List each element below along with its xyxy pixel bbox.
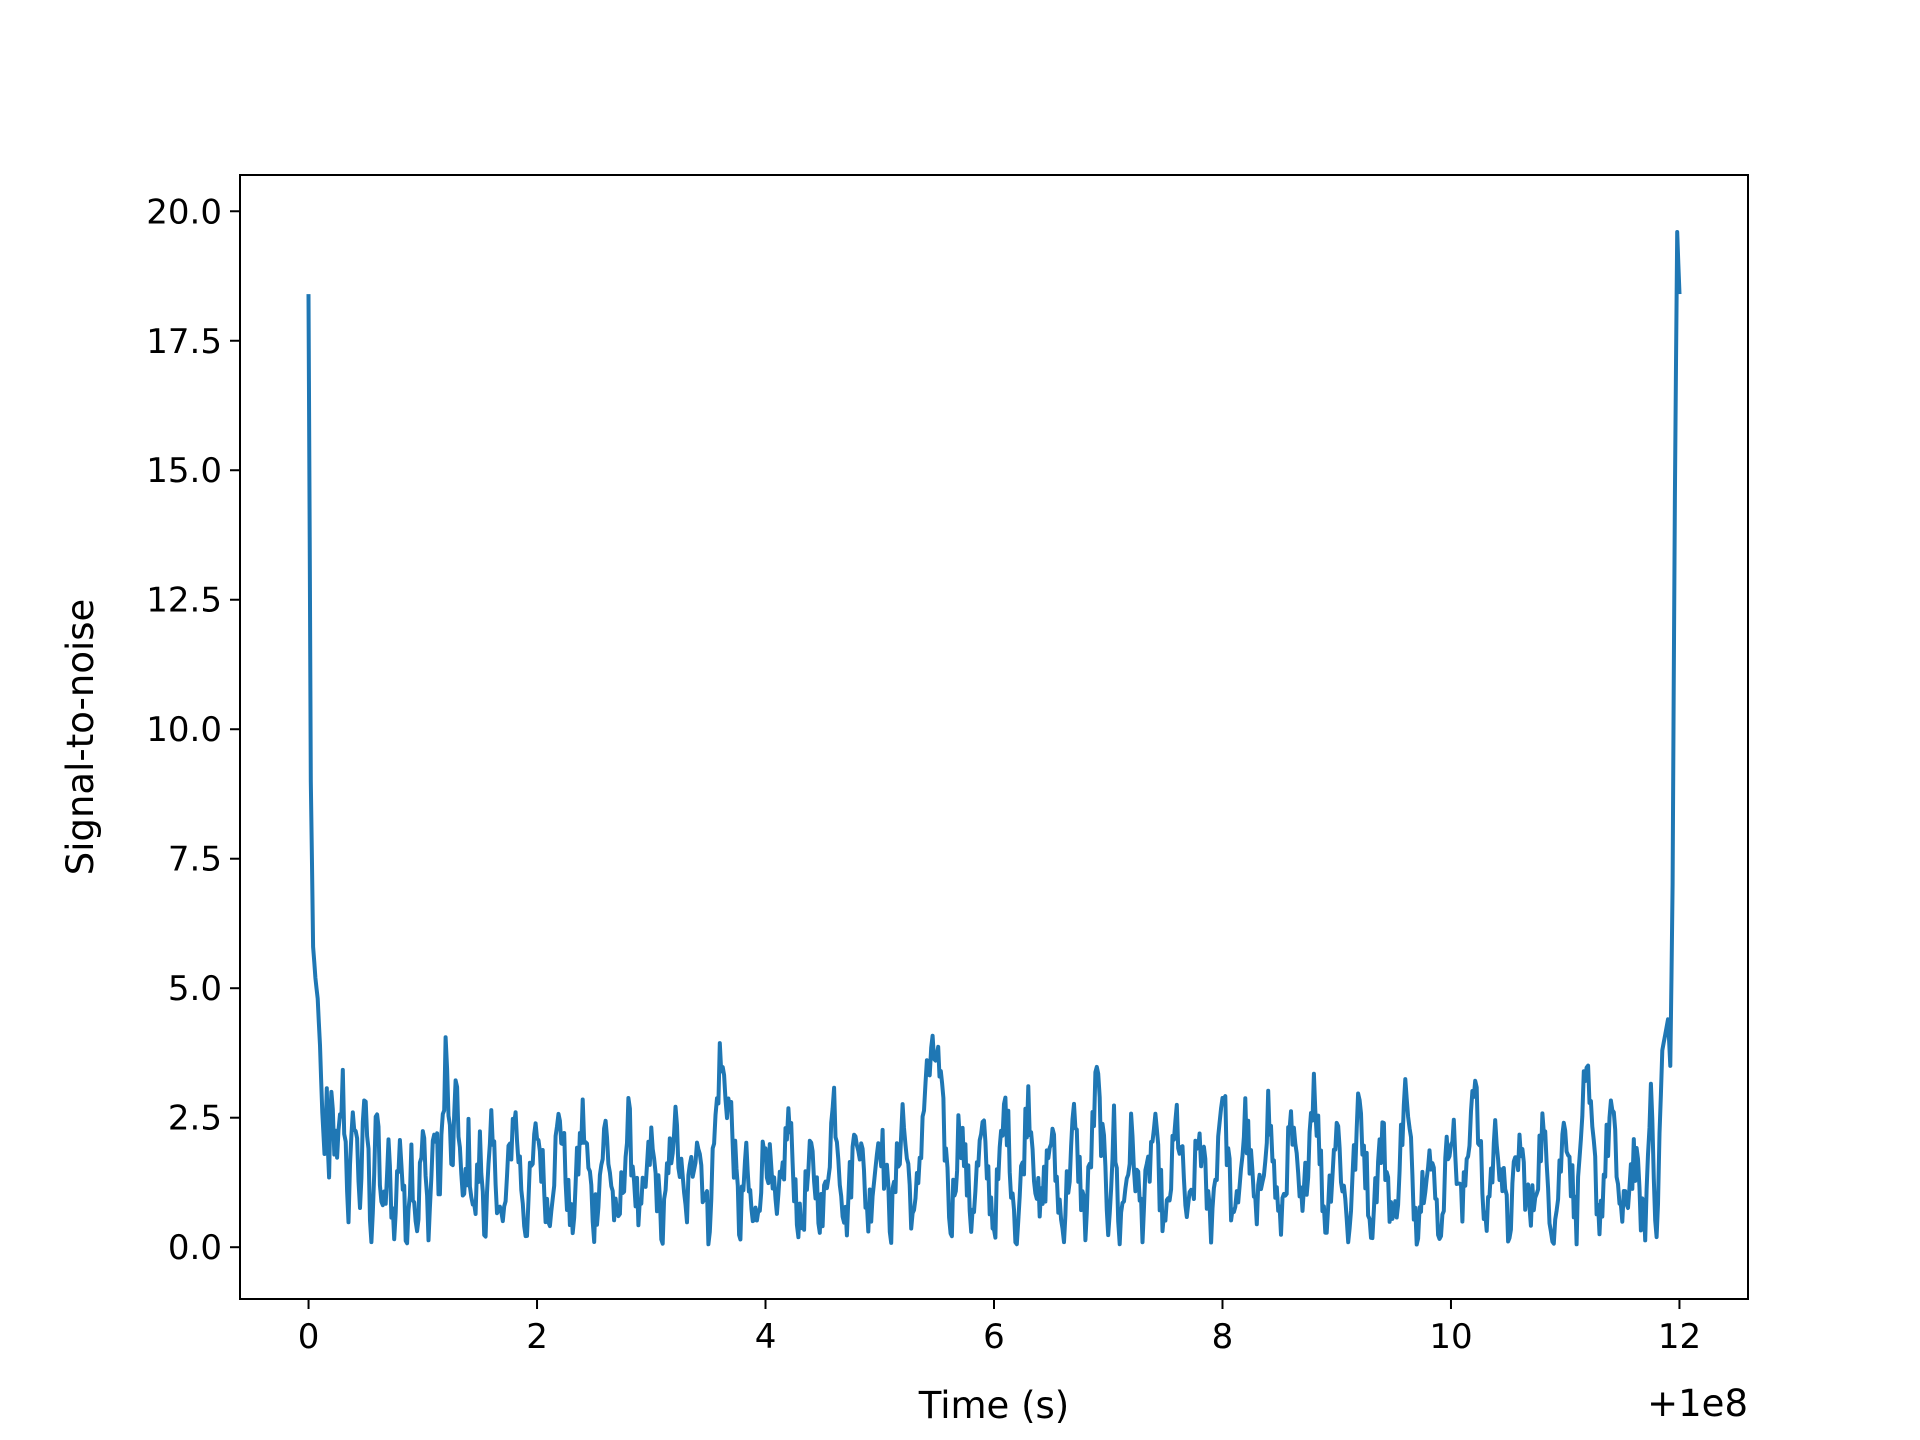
y-tick-label: 20.0	[146, 192, 222, 232]
y-tick-label: 15.0	[146, 451, 222, 491]
y-axis-ticks: 0.0 2.5 5.0 7.5 10.0 12.5 15.0 17.5 20.0	[146, 192, 240, 1268]
y-tick-label: 10.0	[146, 710, 222, 750]
signal-to-noise-line	[306, 230, 1682, 1247]
x-tick-label: 8	[1212, 1317, 1234, 1357]
y-axis-label: Signal-to-noise	[59, 599, 102, 876]
x-axis-ticks: 0 2 4 6 8 10 12	[298, 1299, 1701, 1357]
x-tick-label: 10	[1429, 1317, 1472, 1357]
x-tick-label: 2	[526, 1317, 548, 1357]
x-tick-label: 12	[1658, 1317, 1701, 1357]
y-tick-label: 5.0	[168, 969, 222, 1009]
x-tick-label: 6	[983, 1317, 1005, 1357]
x-tick-label: 0	[298, 1317, 320, 1357]
x-offset-label: +1e8	[1647, 1382, 1748, 1425]
y-tick-label: 12.5	[146, 581, 222, 621]
y-tick-label: 7.5	[168, 840, 222, 880]
x-tick-label: 4	[755, 1317, 777, 1357]
y-tick-label: 17.5	[146, 322, 222, 362]
data-layer	[306, 230, 1682, 1247]
x-axis-label: Time (s)	[918, 1384, 1069, 1427]
y-tick-label: 2.5	[168, 1099, 222, 1139]
y-tick-label: 0.0	[168, 1228, 222, 1268]
